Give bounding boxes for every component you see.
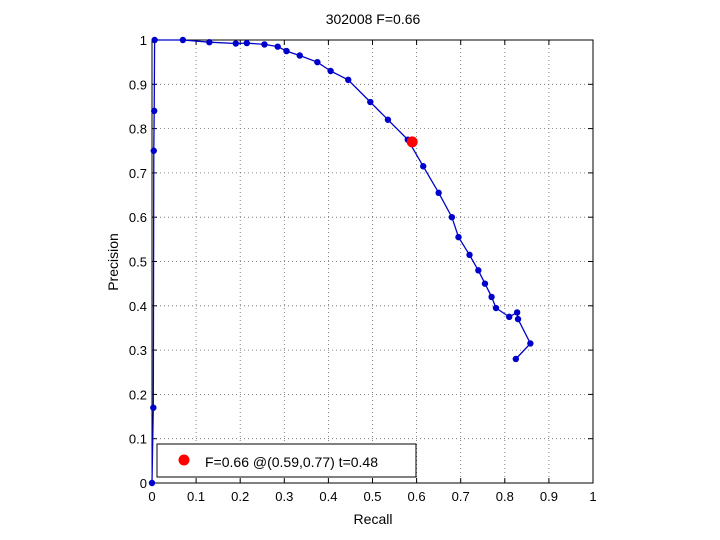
- data-point: [232, 40, 239, 47]
- y-axis-ticks: 0 0.1 0.2 0.3 0.4 0.5 0.6 0.7 0.8 0.9 1: [129, 33, 593, 491]
- data-point: [448, 214, 456, 221]
- data-point: [261, 41, 268, 48]
- data-point: [206, 39, 213, 46]
- data-point: [514, 315, 522, 323]
- data-point: [384, 116, 392, 123]
- x-axis-label: Recall: [354, 511, 393, 527]
- y-tick-label: 0.9: [129, 77, 147, 92]
- x-tick-label: 0.4: [319, 489, 337, 504]
- data-point: [475, 267, 482, 274]
- y-tick-label: 0.7: [129, 166, 147, 181]
- legend-label: F=0.66 @(0.59,0.77) t=0.48: [205, 454, 378, 470]
- y-tick-label: 1: [140, 33, 147, 48]
- chart-title: 302008 F=0.66: [326, 11, 421, 27]
- data-point: [488, 293, 495, 301]
- x-tick-label: 0.2: [231, 489, 249, 504]
- data-point: [513, 309, 521, 316]
- data-point: [435, 189, 442, 197]
- data-point: [367, 98, 374, 106]
- y-tick-label: 0: [140, 476, 147, 491]
- x-tick-label: 0.9: [540, 489, 558, 504]
- x-axis-ticks: 0 0.1 0.2 0.3 0.4 0.5 0.6 0.7 0.8 0.9 1: [148, 40, 597, 504]
- data-point: [151, 107, 158, 115]
- legend-marker: [178, 454, 190, 466]
- y-tick-label: 0.4: [129, 299, 147, 314]
- x-tick-label: 0.6: [408, 489, 426, 504]
- data-point: [148, 479, 156, 487]
- y-tick-label: 0.5: [129, 255, 147, 270]
- x-tick-label: 0.5: [363, 489, 381, 504]
- data-point: [296, 52, 303, 59]
- data-point: [150, 147, 157, 154]
- data-point: [243, 39, 251, 47]
- plot-frame: [151, 39, 594, 484]
- series-layer: [148, 36, 534, 487]
- data-point: [179, 36, 187, 44]
- x-tick-label: 0.7: [452, 489, 470, 504]
- data-point: [283, 47, 290, 55]
- data-point: [327, 67, 334, 75]
- data-point: [345, 76, 352, 84]
- data-point: [466, 251, 473, 259]
- y-tick-label: 0.8: [129, 122, 147, 137]
- best-f-point: [406, 136, 418, 148]
- y-tick-label: 0.1: [129, 432, 147, 447]
- data-point: [481, 280, 489, 287]
- x-tick-label: 1: [589, 489, 596, 504]
- legend-box: [156, 443, 417, 478]
- data-point: [506, 313, 513, 321]
- legend: F=0.66 @(0.59,0.77) t=0.48: [156, 443, 417, 478]
- x-tick-label: 0.3: [275, 489, 293, 504]
- data-point: [492, 304, 500, 312]
- x-tick-label: 0: [148, 489, 155, 504]
- data-point: [274, 43, 281, 50]
- data-point: [150, 404, 157, 411]
- data-point: [512, 355, 520, 363]
- x-tick-label: 0.8: [496, 489, 514, 504]
- y-tick-label: 0.3: [129, 343, 147, 358]
- data-point: [527, 340, 534, 347]
- y-tick-label: 0.6: [129, 210, 147, 225]
- data-point: [151, 36, 158, 44]
- data-point: [314, 58, 321, 66]
- y-tick-label: 0.2: [129, 387, 147, 402]
- y-axis-label: Precision: [105, 233, 121, 291]
- data-point: [420, 163, 427, 170]
- x-tick-label: 0.1: [187, 489, 205, 504]
- grid-lines: [152, 40, 593, 483]
- data-point: [455, 233, 462, 241]
